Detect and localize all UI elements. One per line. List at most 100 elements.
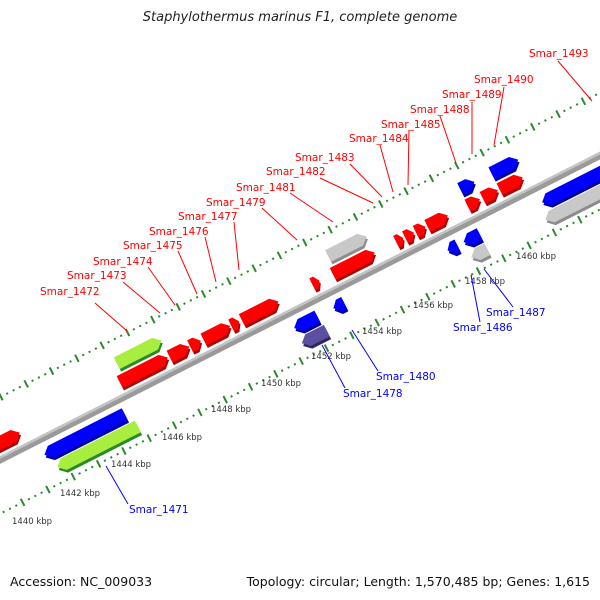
lower-tick-major — [247, 382, 254, 391]
lower-tick-minor — [420, 298, 423, 302]
upper-tick-minor — [449, 167, 452, 171]
upper-tick-minor — [373, 205, 376, 209]
upper-tick-minor — [297, 244, 300, 248]
gene-leader-line — [349, 163, 383, 198]
gene-arrow — [393, 234, 404, 248]
lower-tick-minor — [192, 414, 195, 417]
upper-tick-minor — [423, 180, 427, 183]
upper-tick-major — [504, 135, 511, 144]
upper-tick-minor — [544, 119, 547, 122]
lower-tick-minor — [363, 327, 366, 331]
upper-tick-minor — [208, 289, 212, 293]
lower-tick-minor — [344, 337, 347, 340]
upper-tick-minor — [240, 273, 243, 277]
upper-tick-minor — [107, 340, 110, 344]
lower-tick-minor — [217, 401, 221, 405]
lower-tick-major — [450, 279, 456, 288]
gene-arrow — [116, 354, 168, 388]
lower-tick-major — [121, 446, 127, 455]
upper-tick-minor — [360, 212, 364, 216]
gene-arrow — [166, 344, 190, 363]
upper-tick-minor — [157, 315, 161, 318]
lower-tick-minor — [109, 456, 113, 459]
gene-label: Smar_1483 — [295, 152, 355, 164]
gene-label: Smar_1482 — [266, 166, 326, 178]
gene-label: Smar_1478 — [343, 388, 403, 400]
upper-tick-minor — [366, 209, 370, 212]
kbp-label: 1452 kbp — [311, 352, 351, 362]
upper-tick-minor — [518, 132, 522, 135]
upper-tick-minor — [259, 263, 262, 267]
lower-tick-minor — [445, 285, 449, 289]
upper-tick-minor — [37, 376, 41, 379]
lower-tick-minor — [166, 427, 170, 430]
upper-tick-minor — [195, 295, 199, 299]
gene-label: Smar_1489 — [442, 89, 502, 101]
gene-label: Smar_1485 — [381, 119, 441, 131]
gene-leader-line — [233, 221, 240, 271]
upper-tick-major — [378, 200, 384, 209]
lower-tick-major — [171, 421, 178, 430]
lower-tick-minor — [154, 433, 157, 437]
upper-tick-minor — [233, 276, 237, 280]
upper-tick-minor — [550, 115, 554, 119]
lower-tick-major — [95, 459, 102, 468]
gene-arrow — [479, 187, 498, 204]
upper-tick-minor — [398, 193, 402, 196]
lower-tick-major — [526, 241, 532, 250]
upper-tick-minor — [499, 141, 503, 145]
lower-tick-minor — [483, 266, 487, 270]
genome-summary-text: Topology: circular; Length: 1,570,485 bp… — [246, 574, 590, 589]
lower-tick-major — [501, 254, 507, 263]
lower-tick-major — [475, 267, 482, 276]
gene-leader-line — [105, 465, 129, 505]
gene-label: Smar_1488 — [410, 104, 470, 116]
upper-tick-major — [0, 392, 4, 401]
lower-tick-minor — [2, 510, 5, 514]
gene-label: Smar_1476 — [149, 226, 209, 238]
upper-tick-minor — [69, 360, 72, 363]
gene-arrow — [471, 243, 491, 260]
upper-tick-major — [479, 148, 485, 157]
gene-leader-line — [493, 86, 505, 146]
upper-tick-minor — [512, 135, 516, 138]
upper-tick-minor — [575, 103, 579, 106]
upper-tick-minor — [5, 392, 9, 395]
upper-tick-major — [428, 174, 435, 183]
lower-tick-minor — [521, 247, 525, 250]
kbp-label: 1442 kbp — [60, 489, 100, 499]
lower-tick-minor — [388, 314, 392, 318]
lower-tick-minor — [565, 224, 569, 228]
lower-tick-minor — [211, 404, 214, 408]
gene-leader-line — [321, 344, 346, 389]
lower-tick-major — [222, 395, 228, 404]
gene-leader-line — [470, 274, 481, 323]
gene-arrow — [228, 317, 240, 332]
upper-tick-minor — [493, 144, 497, 148]
gene-label: Smar_1471 — [129, 504, 189, 516]
gene-leader-line — [483, 268, 514, 308]
kbp-label: 1448 kbp — [211, 405, 251, 415]
upper-tick-minor — [284, 250, 288, 254]
gene-leader-line — [379, 144, 394, 193]
lower-tick-minor — [584, 215, 588, 218]
gene-arrow — [187, 337, 201, 352]
upper-tick-minor — [119, 334, 123, 338]
lower-tick-minor — [407, 305, 411, 308]
gene-leader-line — [94, 302, 128, 332]
lower-tick-major — [399, 305, 406, 314]
upper-tick-major — [99, 341, 105, 350]
upper-tick-minor — [164, 311, 167, 315]
upper-tick-minor — [145, 321, 148, 325]
lower-tick-minor — [464, 276, 468, 279]
lower-tick-minor — [458, 279, 461, 283]
upper-tick-minor — [436, 173, 440, 177]
upper-tick-minor — [335, 225, 338, 228]
lower-tick-minor — [293, 362, 297, 366]
lower-tick-major — [425, 292, 431, 301]
lower-tick-minor — [236, 391, 240, 395]
gene-arrow — [44, 408, 128, 458]
lower-tick-minor — [287, 366, 290, 369]
lower-tick-minor — [103, 459, 107, 462]
upper-tick-minor — [94, 347, 98, 350]
